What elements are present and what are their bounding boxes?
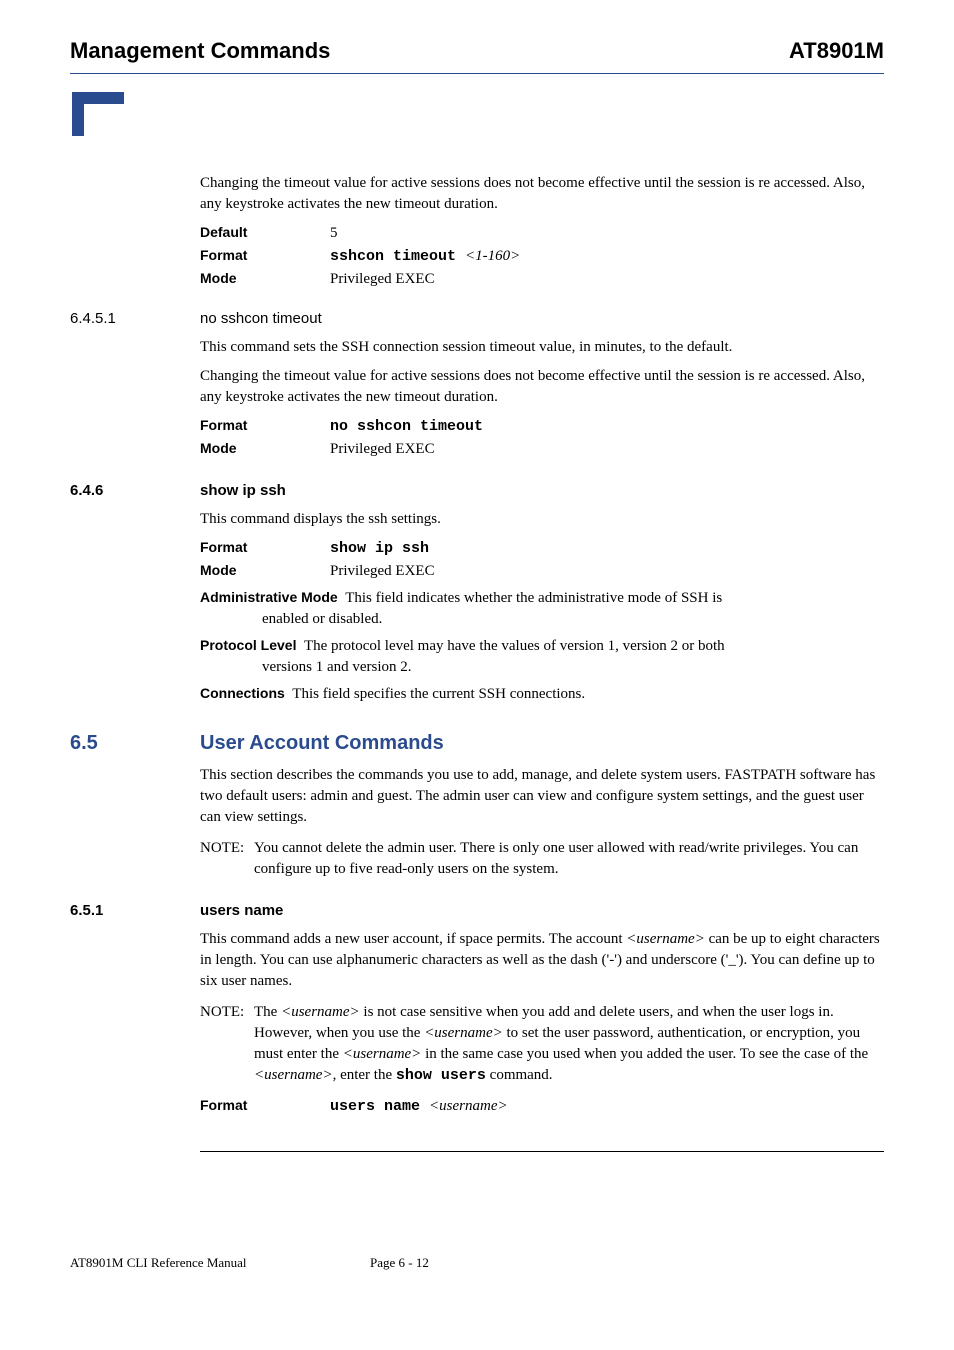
header-title-left: Management Commands <box>70 36 330 67</box>
footer-rule <box>200 1151 884 1152</box>
intro-paragraph: Changing the timeout value for active se… <box>200 173 884 215</box>
paragraph: This section describes the commands you … <box>200 765 884 828</box>
format-arg: <username> <box>429 1098 508 1114</box>
default-label: Default <box>200 223 330 244</box>
mode-label: Mode <box>200 269 330 290</box>
field-label: Administrative Mode <box>200 589 338 605</box>
section-number: 6.4.5.1 <box>70 308 200 329</box>
def-mode: Mode Privileged EXEC <box>200 269 884 290</box>
format-cmd: users name <box>330 1098 429 1115</box>
format-label: Format <box>200 246 330 267</box>
field-desc-cont: versions 1 and version 2. <box>262 657 884 678</box>
page-footer: AT8901M CLI Reference Manual Page 6 - 12 <box>70 1254 884 1272</box>
note-block: NOTE: The <username> is not case sensiti… <box>200 1002 884 1086</box>
mode-value: Privileged EXEC <box>330 439 884 460</box>
section-title: users name <box>200 900 283 921</box>
mode-value: Privileged EXEC <box>330 269 884 290</box>
note-label: NOTE: <box>200 838 254 880</box>
note-body: The <username> is not case sensitive whe… <box>254 1002 884 1086</box>
section-title: User Account Commands <box>200 729 444 757</box>
note-body: You cannot delete the admin user. There … <box>254 838 884 880</box>
section-number: 6.4.6 <box>70 480 200 501</box>
def-mode: Mode Privileged EXEC <box>200 439 884 460</box>
def-format: Format sshcon timeout <1-160> <box>200 246 884 267</box>
format-value: sshcon timeout <1-160> <box>330 246 884 267</box>
mode-label: Mode <box>200 561 330 582</box>
format-label: Format <box>200 1096 330 1117</box>
page-header: Management Commands AT8901M <box>70 36 884 74</box>
para-arg: <username> <box>626 931 705 947</box>
paragraph: This command sets the SSH connection ses… <box>200 337 884 358</box>
field-connections: Connections This field specifies the cur… <box>200 684 884 705</box>
paragraph: Changing the timeout value for active se… <box>200 366 884 408</box>
field-desc: This field specifies the current SSH con… <box>285 686 585 702</box>
para-text: This command adds a new user account, if… <box>200 931 626 947</box>
field-label: Protocol Level <box>200 637 296 653</box>
mode-value: Privileged EXEC <box>330 561 884 582</box>
footer-page-number: Page 6 - 12 <box>370 1254 884 1272</box>
format-label: Format <box>200 416 330 437</box>
field-desc-cont: enabled or disabled. <box>262 609 884 630</box>
section-title: no sshcon timeout <box>200 308 322 329</box>
note-block: NOTE: You cannot delete the admin user. … <box>200 838 884 880</box>
section-number: 6.5 <box>70 729 200 757</box>
format-value: users name <username> <box>330 1096 884 1117</box>
section-title: show ip ssh <box>200 480 286 501</box>
footer-manual-name: AT8901M CLI Reference Manual <box>70 1254 370 1272</box>
def-format: Format show ip ssh <box>200 538 884 559</box>
header-title-right: AT8901M <box>789 36 884 67</box>
mode-label: Mode <box>200 439 330 460</box>
field-desc: This field indicates whether the adminis… <box>338 590 723 606</box>
def-default: Default 5 <box>200 223 884 244</box>
paragraph: This command displays the ssh settings. <box>200 509 884 530</box>
note-label: NOTE: <box>200 1002 254 1086</box>
field-label: Connections <box>200 685 285 701</box>
field-protocol-level: Protocol Level The protocol level may ha… <box>200 636 884 678</box>
def-mode: Mode Privileged EXEC <box>200 561 884 582</box>
default-value: 5 <box>330 223 884 244</box>
def-format: Format no sshcon timeout <box>200 416 884 437</box>
paragraph: This command adds a new user account, if… <box>200 929 884 992</box>
field-admin-mode: Administrative Mode This field indicates… <box>200 588 884 630</box>
field-desc: The protocol level may have the values o… <box>296 638 724 654</box>
format-cmd: sshcon timeout <box>330 248 465 265</box>
corner-logo <box>72 92 884 143</box>
def-format: Format users name <username> <box>200 1096 884 1117</box>
format-cmd: show ip ssh <box>330 538 884 559</box>
format-label: Format <box>200 538 330 559</box>
format-arg: <1-160> <box>465 248 520 264</box>
format-cmd: no sshcon timeout <box>330 416 884 437</box>
section-number: 6.5.1 <box>70 900 200 921</box>
